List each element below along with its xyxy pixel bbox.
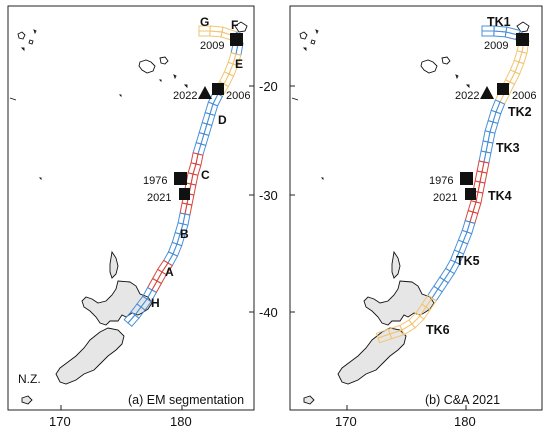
segment-label-h: H bbox=[151, 296, 160, 310]
panel-b-x-tick-180: 180 bbox=[454, 414, 476, 429]
panel-b-trench-cell bbox=[377, 333, 393, 344]
panel-b-x-tick-170: 170 bbox=[335, 414, 357, 429]
segment-label-tk2: TK2 bbox=[508, 105, 532, 119]
event-marker-2009-b bbox=[516, 33, 529, 46]
event-year-2006-b: 2006 bbox=[512, 90, 536, 102]
event-year-2009-a: 2009 bbox=[200, 40, 224, 52]
event-marker-2022-a bbox=[198, 86, 212, 99]
y-tick-minus-40: -40 bbox=[259, 305, 278, 320]
panel-b-caption: (b) C&A 2021 bbox=[425, 393, 500, 407]
segment-label-tk4: TK4 bbox=[488, 189, 512, 203]
event-year-2006-a: 2006 bbox=[226, 90, 250, 102]
panel-b-x-axis bbox=[346, 405, 467, 410]
panel-b-events: 2009 2022 2006 1976 2021 bbox=[429, 33, 536, 204]
panel-b-islands bbox=[291, 21, 530, 181]
panel-b: 2009 2022 2006 1976 2021 TK1 TK2 TK3 TK4… bbox=[289, 5, 543, 429]
panel-a-frame bbox=[7, 5, 255, 411]
panel-a-events: 2009 2022 2006 1976 2021 bbox=[143, 33, 250, 204]
segment-label-c: C bbox=[201, 168, 210, 182]
panel-a-islands bbox=[9, 21, 248, 181]
panel-a-x-axis bbox=[60, 405, 183, 410]
segment-label-tk1: TK1 bbox=[487, 15, 511, 29]
event-year-1976-b: 1976 bbox=[429, 175, 453, 187]
panel-a-segment-labels: G F E D C B A H bbox=[151, 15, 243, 310]
event-marker-2006-a bbox=[212, 83, 224, 95]
nz-label: N.Z. bbox=[18, 372, 41, 386]
y-tick-minus-20: -20 bbox=[259, 79, 278, 94]
segment-label-d: D bbox=[218, 113, 227, 127]
segment-label-f: F bbox=[231, 18, 238, 32]
segment-label-g: G bbox=[200, 15, 209, 29]
panel-b-frame bbox=[289, 5, 543, 411]
segment-label-tk6: TK6 bbox=[426, 323, 450, 337]
panel-b-y-ticks bbox=[290, 85, 295, 313]
panel-b-new-zealand bbox=[303, 250, 435, 405]
event-marker-2021-b bbox=[465, 188, 476, 200]
event-year-2021-a: 2021 bbox=[147, 192, 171, 204]
event-year-2021-b: 2021 bbox=[433, 192, 457, 204]
event-marker-2009-a bbox=[230, 33, 243, 46]
panel-a: 2009 2022 2006 1976 2021 G F E D C B A H… bbox=[7, 5, 255, 429]
panel-a-trench-cell bbox=[127, 314, 140, 328]
segment-label-b: B bbox=[180, 227, 189, 241]
event-marker-2006-b bbox=[497, 83, 509, 95]
event-year-2009-b: 2009 bbox=[484, 40, 508, 52]
panel-a-y-ticks bbox=[249, 85, 254, 313]
event-year-2022-a: 2022 bbox=[173, 90, 197, 102]
event-marker-2021-a bbox=[179, 188, 190, 200]
event-year-2022-b: 2022 bbox=[455, 90, 479, 102]
panel-a-caption: (a) EM segmentation bbox=[128, 393, 244, 407]
panel-b-segment-labels: TK1 TK2 TK3 TK4 TK5 TK6 bbox=[426, 15, 532, 337]
segment-label-tk3: TK3 bbox=[496, 141, 520, 155]
event-year-1976-a: 1976 bbox=[143, 175, 167, 187]
panel-a-x-tick-180: 180 bbox=[170, 414, 192, 429]
segment-label-tk5: TK5 bbox=[456, 254, 480, 268]
event-marker-1976-a bbox=[174, 172, 187, 185]
panel-a-x-tick-170: 170 bbox=[49, 414, 71, 429]
event-marker-2022-b bbox=[480, 86, 494, 99]
event-marker-1976-b bbox=[460, 172, 473, 185]
panel-a-new-zealand bbox=[21, 250, 153, 405]
y-tick-minus-30: -30 bbox=[259, 188, 278, 203]
segment-label-e: E bbox=[235, 57, 243, 71]
segment-label-a: A bbox=[165, 265, 174, 279]
